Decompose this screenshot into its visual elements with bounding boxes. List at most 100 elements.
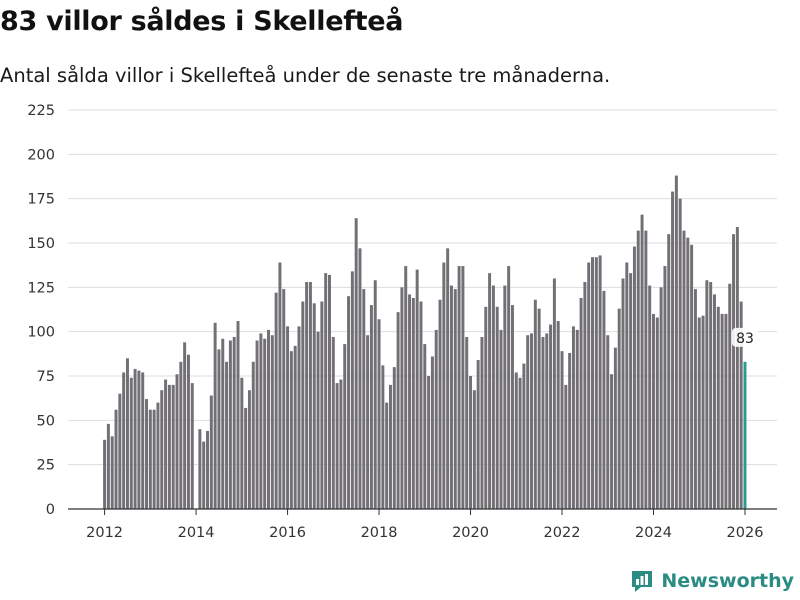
bar (560, 351, 564, 509)
bar (720, 313, 724, 509)
x-tick-label: 2022 (544, 525, 581, 541)
bar (564, 384, 568, 509)
bar (369, 305, 373, 509)
bar (640, 214, 644, 510)
y-tick-label: 200 (27, 147, 55, 163)
x-tick-label: 2024 (635, 525, 672, 541)
bar (381, 365, 385, 509)
bar (655, 317, 659, 509)
y-tick-label: 125 (27, 280, 55, 296)
bar (301, 301, 305, 509)
bar (430, 356, 434, 509)
bar (286, 326, 290, 509)
bar (377, 319, 381, 509)
annotations: 83 (731, 327, 758, 347)
bar (465, 336, 469, 509)
bar (209, 395, 213, 509)
bar (404, 266, 408, 509)
bar (289, 351, 293, 509)
bar (362, 289, 366, 509)
bar (693, 289, 697, 509)
bar (247, 390, 251, 509)
bar (228, 340, 232, 509)
bar (667, 234, 671, 509)
bar (537, 308, 541, 509)
bar (671, 191, 675, 509)
bar (606, 335, 610, 509)
bar (408, 294, 412, 509)
y-tick-label: 150 (27, 236, 55, 252)
bar (625, 262, 629, 509)
bar (335, 383, 339, 509)
bar (552, 278, 556, 509)
bar (636, 230, 640, 509)
bar (682, 230, 686, 509)
x-tick-label: 2020 (452, 525, 489, 541)
bar-highlight (743, 361, 747, 509)
bar (396, 312, 400, 509)
bar (320, 301, 324, 509)
bar (171, 384, 175, 509)
bar (125, 358, 129, 509)
bar (457, 266, 461, 509)
y-tick-label: 175 (27, 192, 55, 208)
x-tick-label: 2014 (178, 525, 215, 541)
bar (190, 383, 194, 509)
bar (438, 299, 442, 509)
bar (442, 262, 446, 509)
bar (259, 333, 263, 509)
x-tick-label: 2018 (361, 525, 398, 541)
bar (488, 273, 492, 509)
bar (427, 376, 431, 509)
bar (495, 306, 499, 509)
bar (469, 376, 473, 509)
bar (324, 273, 328, 509)
bar (530, 333, 534, 509)
bar (213, 322, 217, 509)
brand-name: Newsworthy (661, 570, 794, 592)
bar (594, 257, 598, 509)
bar (160, 390, 164, 509)
bar (400, 287, 404, 509)
bar (499, 329, 503, 509)
bar (137, 370, 141, 509)
bar (526, 335, 530, 509)
bar (114, 409, 118, 509)
bar (415, 269, 419, 509)
bar (175, 374, 179, 509)
bar (133, 368, 137, 509)
y-tick-label: 225 (27, 103, 55, 119)
bar (385, 402, 389, 509)
bar (434, 329, 438, 509)
bar (179, 361, 183, 509)
bar (446, 248, 450, 509)
bar (423, 344, 427, 509)
bar (240, 377, 244, 509)
bar (541, 336, 545, 509)
bar (602, 290, 606, 509)
bar (118, 393, 122, 509)
bar (129, 377, 133, 509)
bar (106, 423, 110, 509)
bar (308, 282, 312, 509)
bar (632, 246, 636, 509)
brand-logo: Newsworthy (629, 568, 794, 594)
bar (491, 285, 495, 509)
bar (270, 335, 274, 509)
bar (549, 324, 553, 509)
bar (221, 338, 225, 509)
bar (354, 218, 358, 509)
gridlines (68, 109, 777, 466)
bar (705, 280, 709, 509)
bar (583, 282, 587, 509)
bar (278, 262, 282, 509)
bar (732, 234, 736, 509)
bar (453, 289, 457, 509)
bar (164, 379, 168, 509)
bar (366, 335, 370, 509)
y-tick-label: 75 (37, 369, 55, 385)
bar (103, 439, 107, 509)
bar (225, 361, 229, 509)
bar (331, 336, 335, 509)
bar (663, 266, 667, 509)
